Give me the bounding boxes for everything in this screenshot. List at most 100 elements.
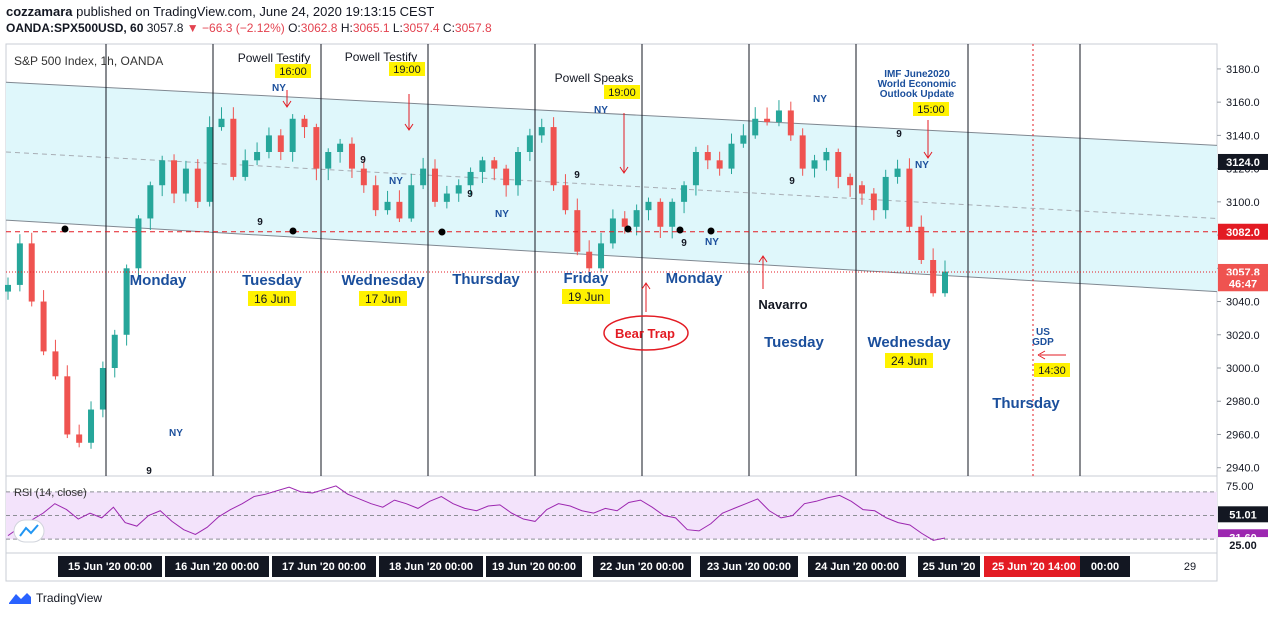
candle-body bbox=[491, 160, 498, 169]
time-badge-5 bbox=[593, 556, 691, 577]
date-label-2: 17 Jun bbox=[365, 292, 401, 306]
candle-body bbox=[538, 127, 545, 136]
low-label: L: bbox=[392, 21, 403, 35]
day-label-6: Tuesday bbox=[764, 334, 824, 351]
down-arrow-icon bbox=[619, 166, 629, 174]
candle-body bbox=[609, 218, 616, 244]
candle-body bbox=[206, 127, 213, 202]
time-badge-7 bbox=[808, 556, 906, 577]
candle-body bbox=[147, 185, 154, 219]
candle-body bbox=[159, 160, 166, 186]
time-label-0: 15 Jun '20 00:00 bbox=[68, 561, 152, 573]
candle-body bbox=[906, 168, 913, 227]
event-time-2: 19:00 bbox=[608, 87, 636, 99]
low-value: 3057.4 bbox=[402, 21, 440, 35]
time-label-1: 16 Jun '20 00:00 bbox=[175, 561, 259, 573]
day-label-3: Thursday bbox=[452, 271, 520, 288]
candle-body bbox=[681, 185, 688, 202]
time-label-11: 29 bbox=[1184, 561, 1196, 573]
candle-body bbox=[621, 218, 628, 227]
candle-body bbox=[111, 334, 118, 368]
time-label-8: 25 Jun '20 bbox=[923, 561, 976, 573]
event-title-3-2: Outlook Update bbox=[880, 89, 955, 100]
candle-body bbox=[64, 376, 71, 435]
close-value: 3057.8 bbox=[454, 21, 492, 35]
down-arrow-icon bbox=[282, 100, 292, 108]
y-tick-label: 2960.0 bbox=[1226, 429, 1260, 441]
nine-marker-7: 9 bbox=[146, 466, 152, 477]
candle-body bbox=[325, 152, 332, 169]
y-tick-label: 3000.0 bbox=[1226, 363, 1260, 375]
event-time-0: 16:00 bbox=[279, 66, 307, 78]
candle-body bbox=[740, 135, 747, 144]
time-badge-1 bbox=[165, 556, 269, 577]
day-label-5: Monday bbox=[666, 270, 723, 287]
date-badge-2 bbox=[359, 291, 407, 306]
candle-body bbox=[443, 193, 450, 202]
y-tick-label: 3100.0 bbox=[1226, 197, 1260, 209]
down-arrow-icon bbox=[923, 151, 933, 159]
up-arrow-icon bbox=[641, 282, 651, 290]
time-label-4: 19 Jun '20 00:00 bbox=[492, 561, 576, 573]
candle-body bbox=[657, 201, 664, 227]
time-label-6: 23 Jun '20 00:00 bbox=[707, 561, 791, 573]
candle-body bbox=[775, 110, 782, 123]
bear-trap-circle bbox=[603, 315, 689, 351]
candle-body bbox=[230, 118, 237, 177]
y-tick-label: 3140.0 bbox=[1226, 130, 1260, 142]
candle-body bbox=[171, 160, 178, 194]
candle-body bbox=[692, 152, 699, 186]
event-title-2: Powell Speaks bbox=[555, 71, 634, 85]
rsi-label: RSI (14, close) bbox=[14, 487, 87, 499]
symbol-label: OANDA:SPX500USD, 60 bbox=[6, 21, 144, 35]
open-label: O: bbox=[288, 21, 301, 35]
candle-body bbox=[562, 185, 569, 211]
time-label-3: 18 Jun '20 00:00 bbox=[389, 561, 473, 573]
time-badge-9 bbox=[984, 556, 1084, 577]
ohlc-legend: OANDA:SPX500USD, 60 3057.8 ▼ −66.3 (−2.1… bbox=[6, 21, 492, 35]
candle-body bbox=[870, 193, 877, 211]
bear-trap-label: Bear Trap bbox=[615, 326, 675, 341]
candle-body bbox=[716, 160, 723, 169]
candle-body bbox=[384, 201, 391, 211]
gdp-arrow-head-icon bbox=[1037, 350, 1046, 360]
pivot-dot-3 bbox=[624, 225, 632, 233]
candle-body bbox=[289, 118, 296, 152]
date-label-1: 16 Jun bbox=[254, 292, 290, 306]
nine-marker-2: 9 bbox=[467, 189, 473, 200]
candle-body bbox=[16, 243, 23, 285]
tradingview-logo-icon bbox=[9, 593, 31, 604]
event-time-1: 19:00 bbox=[393, 64, 421, 76]
candle-body bbox=[704, 152, 711, 161]
nine-marker-5: 9 bbox=[789, 176, 795, 187]
event-time-badge-3 bbox=[913, 102, 949, 116]
hide-indicator-button[interactable] bbox=[13, 519, 45, 543]
nine-marker-3: 9 bbox=[574, 170, 580, 181]
event-title-3-1: World Economic bbox=[878, 79, 957, 90]
publish-text: published on TradingView.com, June 24, 2… bbox=[76, 4, 435, 19]
pivot-dot-1 bbox=[289, 227, 297, 235]
time-badge-10 bbox=[1080, 556, 1130, 577]
candle-body bbox=[728, 143, 735, 169]
footer-brand: TradingView bbox=[36, 591, 103, 605]
candle-body bbox=[360, 168, 367, 186]
candle-body bbox=[645, 201, 652, 211]
candle-body bbox=[942, 271, 948, 294]
up-arrow-icon bbox=[758, 255, 768, 263]
time-badge-3 bbox=[379, 556, 483, 577]
event-time-3: 15:00 bbox=[917, 104, 945, 116]
rsi-tick-label: 75.00 bbox=[1226, 481, 1254, 493]
candle-body bbox=[313, 127, 320, 169]
candle-body bbox=[88, 409, 95, 443]
event-time-badge-2 bbox=[604, 85, 640, 99]
candle-body bbox=[396, 201, 403, 219]
candle-body bbox=[918, 226, 925, 260]
close-label: C: bbox=[442, 21, 455, 35]
candle-body bbox=[5, 284, 11, 292]
candle-body bbox=[76, 434, 83, 443]
candle-body bbox=[194, 168, 201, 202]
candle-body bbox=[455, 185, 462, 194]
candle-body bbox=[526, 135, 533, 152]
y-tick-label: 2940.0 bbox=[1226, 463, 1260, 475]
